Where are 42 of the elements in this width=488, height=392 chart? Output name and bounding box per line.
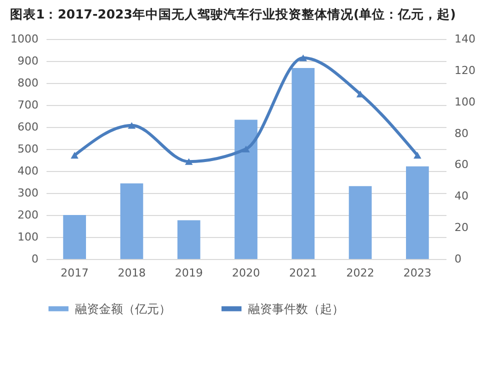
y-tick-label: 1000 <box>10 32 38 46</box>
y2-tick-label: 80 <box>454 126 468 140</box>
y-tick-label: 800 <box>18 76 38 90</box>
y-tick-label: 700 <box>18 98 38 112</box>
y2-tick-label: 140 <box>454 32 476 46</box>
x-tick-label: 2023 <box>403 266 432 280</box>
y2-tick-label: 60 <box>454 158 468 172</box>
y-tick-label: 0 <box>32 252 38 266</box>
y2-tick-label: 0 <box>454 252 462 266</box>
y-tick-label: 400 <box>18 164 38 178</box>
point <box>128 122 136 129</box>
x-tick-label: 2019 <box>174 266 203 280</box>
bar <box>348 186 372 259</box>
y2-tick-label: 120 <box>454 64 476 77</box>
y2-tick-label: 20 <box>454 221 468 234</box>
x-tick-label: 2022 <box>346 266 374 280</box>
bar <box>292 68 315 259</box>
y-tick-label: 900 <box>18 54 38 68</box>
y2-tick-label: 100 <box>454 95 476 108</box>
x-tick-label: 2018 <box>118 266 146 280</box>
chart-title: 图表1：2017-2023年中国无人驾驶汽车行业投资整体情况(单位：亿元，起) <box>10 6 456 22</box>
point <box>70 152 78 159</box>
y-tick-label: 500 <box>18 142 38 156</box>
point <box>184 158 193 165</box>
y-tick-label: 100 <box>18 230 38 244</box>
point <box>242 146 250 152</box>
x-tick-label: 2020 <box>232 266 260 280</box>
bar <box>120 183 144 259</box>
y2-tick-label: 40 <box>454 190 468 203</box>
x-tick-label: 2021 <box>289 266 318 280</box>
bar <box>177 220 200 259</box>
x-tick-label: 2017 <box>60 266 89 280</box>
y-tick-label: 600 <box>18 120 38 134</box>
point <box>299 54 308 62</box>
y-tick-label: 200 <box>18 208 38 222</box>
y-tick-label: 300 <box>18 186 38 200</box>
bar <box>406 166 429 259</box>
point <box>414 152 422 159</box>
bar <box>234 120 258 259</box>
legend-label: 融资金额（亿元） <box>75 302 171 316</box>
bar <box>63 215 86 259</box>
legend-label: 融资事件数（起） <box>248 302 344 316</box>
